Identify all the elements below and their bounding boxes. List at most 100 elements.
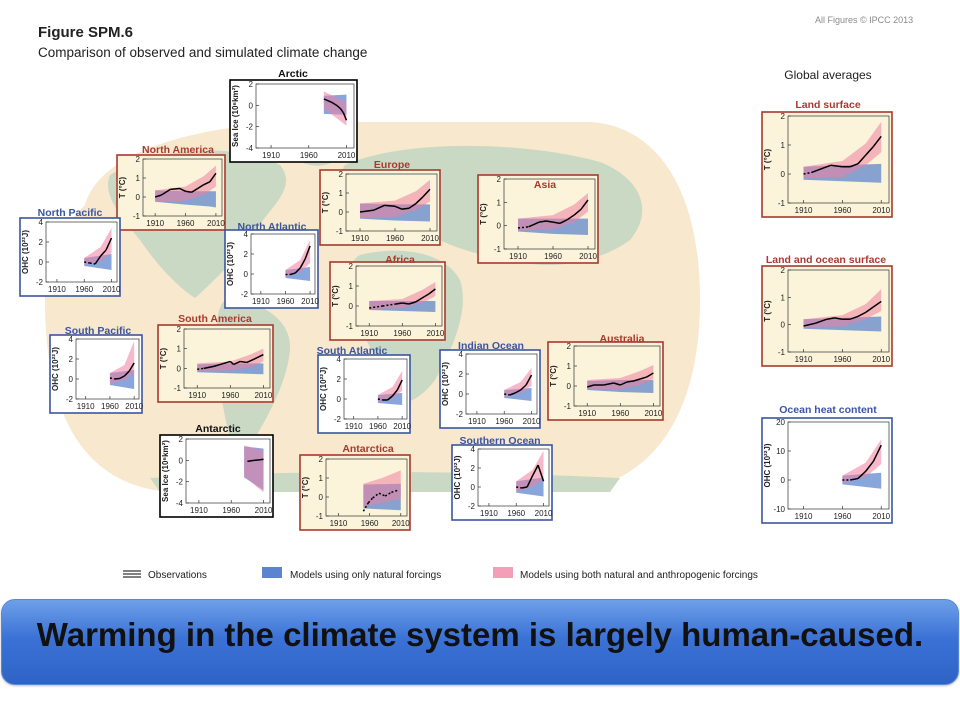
observation-segment <box>109 377 115 380</box>
observation-segment <box>428 288 436 295</box>
panel-land-surface: Land surface 2 1 0 -1 1910 1960 2010 T (°C) <box>761 99 893 218</box>
y-axis-label: T (°C) <box>763 148 772 170</box>
y-tick-label: 0 <box>349 302 354 311</box>
y-tick-label: 0 <box>497 222 502 231</box>
observation-segment <box>378 492 386 497</box>
y-tick-label: 10 <box>776 447 785 456</box>
x-tick-label: 1910 <box>480 509 498 518</box>
observation-segment <box>191 187 199 193</box>
observation-segment <box>408 202 417 209</box>
observation-segment <box>526 475 534 488</box>
y-tick-label: -1 <box>133 212 141 221</box>
panel-title: South Pacific <box>65 325 132 337</box>
observation-segment <box>552 221 561 225</box>
observation-segment <box>294 267 301 274</box>
copyright-notice: All Figures © IPCC 2013 <box>815 15 914 25</box>
x-tick-label: 2010 <box>207 219 225 228</box>
x-tick-label: 1960 <box>833 355 851 364</box>
x-tick-label: 2010 <box>103 285 121 294</box>
x-tick-label: 1960 <box>833 512 851 521</box>
x-tick-label: 2010 <box>872 206 890 215</box>
observation-segment <box>573 208 582 216</box>
observation-segment <box>377 398 383 401</box>
figure-subtitle: Comparison of observed and simulated cli… <box>38 45 368 60</box>
observation-segment <box>830 164 843 168</box>
y-tick-label: -4 <box>246 144 254 153</box>
x-tick-label: 1960 <box>393 329 411 338</box>
observation-segment <box>391 389 398 397</box>
observation-segment <box>359 209 375 213</box>
observation-segment <box>520 384 527 391</box>
x-tick-label: 1910 <box>795 512 813 521</box>
observation-segment <box>384 204 396 208</box>
observation-segment <box>105 237 113 251</box>
x-tick-label: 2010 <box>644 409 662 418</box>
observation-segment <box>822 164 831 169</box>
observation-segment <box>857 154 867 165</box>
observation-segment <box>402 302 410 305</box>
panel-title: Australia <box>600 333 645 345</box>
panel-title: South America <box>178 313 252 325</box>
observation-segment <box>566 214 575 221</box>
y-tick-label: 2 <box>244 250 249 259</box>
observation-segment <box>811 167 824 174</box>
plot-area <box>787 269 890 353</box>
observation-segment <box>865 145 875 156</box>
observation-segment <box>299 258 306 269</box>
observation-segment <box>213 362 224 368</box>
observation-segment <box>538 220 547 223</box>
y-tick-label: 2 <box>781 266 786 275</box>
y-tick-label: 0 <box>339 208 344 217</box>
y-tick-label: -1 <box>174 384 182 393</box>
y-tick-label: 1 <box>567 362 572 371</box>
observation-segment <box>387 395 393 401</box>
y-axis-label: Sea Ice (10⁶km²) <box>231 85 240 147</box>
y-tick-label: 1 <box>349 282 354 291</box>
y-axis-label: OHC (10²²J) <box>226 242 235 286</box>
y-tick-label: 2 <box>319 455 324 464</box>
observation-segment <box>154 194 162 198</box>
observation-segment <box>803 171 812 175</box>
panel-title: North Pacific <box>38 207 103 219</box>
observation-segment <box>323 98 332 103</box>
observation-segment <box>531 464 539 476</box>
observation-segment <box>646 372 654 378</box>
x-tick-label: 1960 <box>300 151 318 160</box>
plot-area <box>75 338 140 400</box>
panel-title: Asia <box>534 179 556 191</box>
y-tick-label: 2 <box>179 435 184 444</box>
observation-segment <box>850 477 859 481</box>
y-axis-label: T (°C) <box>549 365 558 387</box>
anthropogenic-forcing-band <box>377 371 403 402</box>
plot-area <box>787 115 890 204</box>
y-tick-label: -1 <box>346 322 354 331</box>
observation-segment <box>342 112 348 121</box>
observation-segment <box>857 470 867 480</box>
anthropogenic-forcing-band <box>244 445 264 493</box>
banner-text: Warming in the climate system is largely… <box>36 616 924 653</box>
observation-segment <box>223 360 231 365</box>
x-tick-label: 1960 <box>369 422 387 431</box>
observation-segment <box>160 188 171 196</box>
x-tick-label: 1910 <box>48 285 66 294</box>
legend-natural-label: Models using only natural forcings <box>290 570 441 581</box>
anthropogenic-forcing-band <box>285 240 311 277</box>
observation-segment <box>185 190 192 193</box>
observation-segment <box>516 486 522 489</box>
panel-title: North Atlantic <box>237 221 306 233</box>
x-tick-label: 1910 <box>77 402 95 411</box>
x-tick-label: 1910 <box>262 151 280 160</box>
y-tick-label: 0 <box>471 483 476 492</box>
plot-area <box>573 345 661 407</box>
observation-segment <box>422 188 431 198</box>
observation-segment <box>603 382 614 386</box>
observation-segment <box>528 221 540 228</box>
x-tick-label: 2010 <box>535 509 553 518</box>
observation-segment <box>330 101 338 106</box>
